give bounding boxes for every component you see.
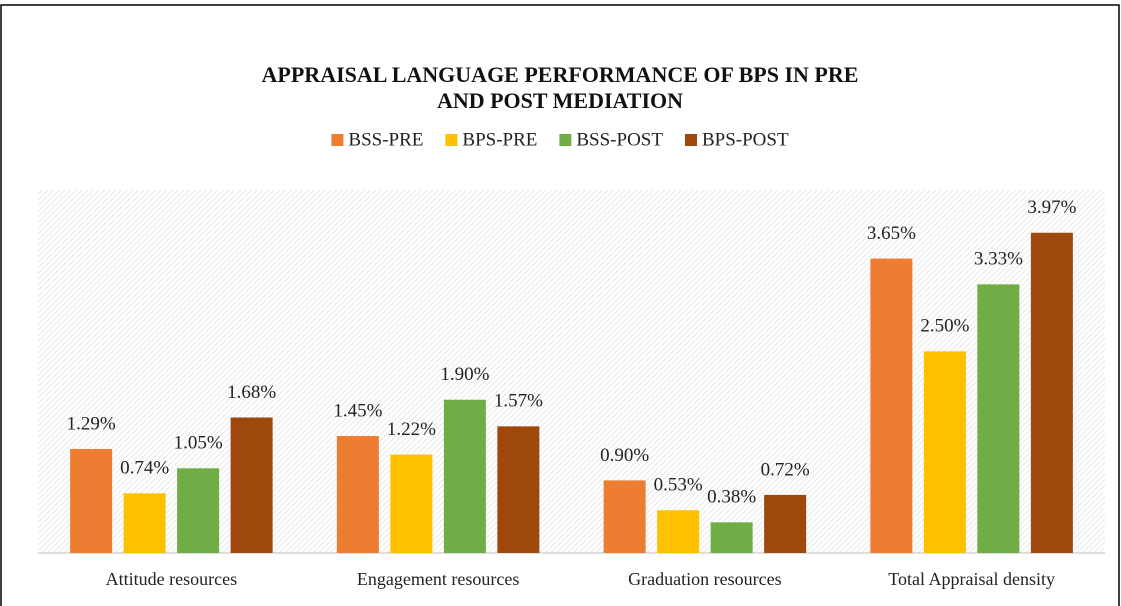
bar <box>70 448 113 553</box>
bar <box>764 494 807 553</box>
legend-label: BSS-PRE <box>348 129 423 150</box>
bar <box>123 493 166 553</box>
x-tick-label: Total Appraisal density <box>888 569 1055 589</box>
bar <box>870 258 913 553</box>
legend-swatch <box>331 134 344 146</box>
data-label: 1.90% <box>440 364 489 385</box>
data-label: 1.05% <box>174 433 223 454</box>
legend-swatch <box>684 134 697 146</box>
bar <box>603 480 646 553</box>
data-label: 2.50% <box>920 316 969 337</box>
bar <box>657 510 700 553</box>
data-label: 3.65% <box>867 223 916 244</box>
bar <box>443 399 486 553</box>
legend-swatch <box>445 134 458 146</box>
bar <box>1030 232 1073 553</box>
data-label: 3.97% <box>1027 197 1076 218</box>
bar <box>230 417 273 553</box>
data-label: 0.72% <box>761 459 810 480</box>
data-label: 1.68% <box>227 382 276 403</box>
legend-label: BSS-POST <box>576 129 663 150</box>
bar <box>710 522 753 553</box>
data-label: 1.45% <box>333 400 382 421</box>
legend-label: BPS-PRE <box>462 129 537 150</box>
data-label: 0.53% <box>654 475 703 496</box>
x-tick-label: Attitude resources <box>106 569 237 589</box>
data-label: 0.38% <box>707 487 756 508</box>
frame <box>0 4 1120 606</box>
bar <box>977 284 1020 553</box>
data-label: 3.33% <box>974 249 1023 270</box>
bar <box>336 436 379 553</box>
legend-label: BPS-POST <box>702 129 789 150</box>
bar <box>177 468 220 553</box>
bar <box>923 351 966 553</box>
data-label: 1.22% <box>387 419 436 440</box>
legend-swatch <box>559 134 572 146</box>
data-label: 0.90% <box>600 445 649 466</box>
bar <box>497 426 540 553</box>
chart-title: APPRAISAL LANGUAGE PERFORMANCE OF BPS IN… <box>261 62 859 113</box>
x-tick-label: Graduation resources <box>628 569 781 589</box>
data-label: 0.74% <box>120 458 169 479</box>
data-label: 1.57% <box>494 391 543 412</box>
bar <box>390 454 433 553</box>
x-tick-label: Engagement resources <box>357 569 519 589</box>
data-label: 1.29% <box>67 413 116 434</box>
